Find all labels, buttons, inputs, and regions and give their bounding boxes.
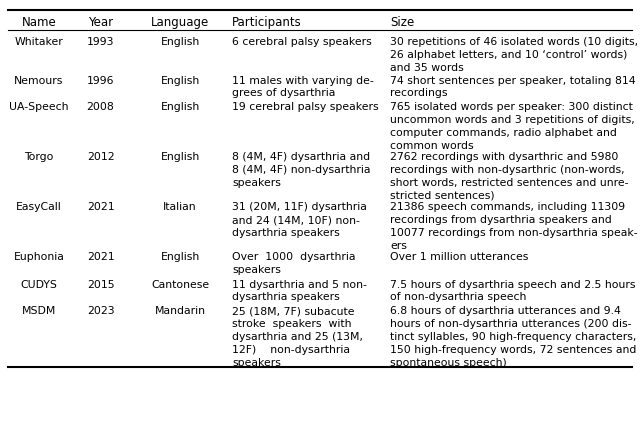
Text: 765 isolated words per speaker: 300 distinct
uncommon words and 3 repetitions of: 765 isolated words per speaker: 300 dist… bbox=[390, 102, 635, 151]
Text: 2023: 2023 bbox=[86, 306, 115, 316]
Text: 31 (20M, 11F) dysarthria
and 24 (14M, 10F) non-
dysarthria speakers: 31 (20M, 11F) dysarthria and 24 (14M, 10… bbox=[232, 203, 367, 238]
Text: English: English bbox=[161, 253, 200, 263]
Text: English: English bbox=[161, 152, 200, 162]
Text: 1993: 1993 bbox=[87, 37, 115, 47]
Text: 25 (18M, 7F) subacute
stroke  speakers  with
dysarthria and 25 (13M,
12F)    non: 25 (18M, 7F) subacute stroke speakers wi… bbox=[232, 306, 363, 368]
Text: Name: Name bbox=[22, 16, 56, 29]
Text: 2015: 2015 bbox=[86, 279, 115, 289]
Text: English: English bbox=[161, 76, 200, 85]
Text: 19 cerebral palsy speakers: 19 cerebral palsy speakers bbox=[232, 102, 379, 112]
Text: 11 males with varying de-
grees of dysarthria: 11 males with varying de- grees of dysar… bbox=[232, 76, 374, 98]
Text: 7.5 hours of dysarthria speech and 2.5 hours
of non-dysarthria speech: 7.5 hours of dysarthria speech and 2.5 h… bbox=[390, 279, 636, 302]
Text: Size: Size bbox=[390, 16, 414, 29]
Text: 21386 speech commands, including 11309
recordings from dysarthria speakers and
1: 21386 speech commands, including 11309 r… bbox=[390, 203, 637, 251]
Text: 30 repetitions of 46 isolated words (10 digits,
26 alphabet letters, and 10 ‘con: 30 repetitions of 46 isolated words (10 … bbox=[390, 37, 638, 72]
Text: 2021: 2021 bbox=[86, 253, 115, 263]
Text: 2012: 2012 bbox=[86, 152, 115, 162]
Text: 2762 recordings with dysarthric and 5980
recordings with non-dysarthric (non-wor: 2762 recordings with dysarthric and 5980… bbox=[390, 152, 628, 201]
Text: 6.8 hours of dysarthria utterances and 9.4
hours of non-dysarthria utterances (2: 6.8 hours of dysarthria utterances and 9… bbox=[390, 306, 636, 368]
Text: Cantonese: Cantonese bbox=[151, 279, 209, 289]
Text: Torgo: Torgo bbox=[24, 152, 54, 162]
Text: English: English bbox=[161, 37, 200, 47]
Text: MSDM: MSDM bbox=[22, 306, 56, 316]
Text: Nemours: Nemours bbox=[14, 76, 64, 85]
Text: EasyCall: EasyCall bbox=[16, 203, 62, 213]
Text: 1996: 1996 bbox=[87, 76, 115, 85]
Text: 8 (4M, 4F) dysarthria and
8 (4M, 4F) non-dysarthria
speakers: 8 (4M, 4F) dysarthria and 8 (4M, 4F) non… bbox=[232, 152, 371, 188]
Text: Over 1 million utterances: Over 1 million utterances bbox=[390, 253, 529, 263]
Text: Mandarin: Mandarin bbox=[154, 306, 205, 316]
Text: 6 cerebral palsy speakers: 6 cerebral palsy speakers bbox=[232, 37, 372, 47]
Text: UA-Speech: UA-Speech bbox=[9, 102, 68, 112]
Text: English: English bbox=[161, 102, 200, 112]
Text: CUDYS: CUDYS bbox=[20, 279, 58, 289]
Text: Language: Language bbox=[151, 16, 209, 29]
Text: Year: Year bbox=[88, 16, 113, 29]
Text: Whitaker: Whitaker bbox=[15, 37, 63, 47]
Text: Over  1000  dysarthria
speakers: Over 1000 dysarthria speakers bbox=[232, 253, 355, 275]
Text: 11 dysarthria and 5 non-
dysarthria speakers: 11 dysarthria and 5 non- dysarthria spea… bbox=[232, 279, 367, 302]
Text: 2008: 2008 bbox=[86, 102, 115, 112]
Text: 74 short sentences per speaker, totaling 814
recordings: 74 short sentences per speaker, totaling… bbox=[390, 76, 636, 98]
Text: Italian: Italian bbox=[163, 203, 197, 213]
Text: Euphonia: Euphonia bbox=[13, 253, 65, 263]
Text: Participants: Participants bbox=[232, 16, 301, 29]
Text: 2021: 2021 bbox=[86, 203, 115, 213]
